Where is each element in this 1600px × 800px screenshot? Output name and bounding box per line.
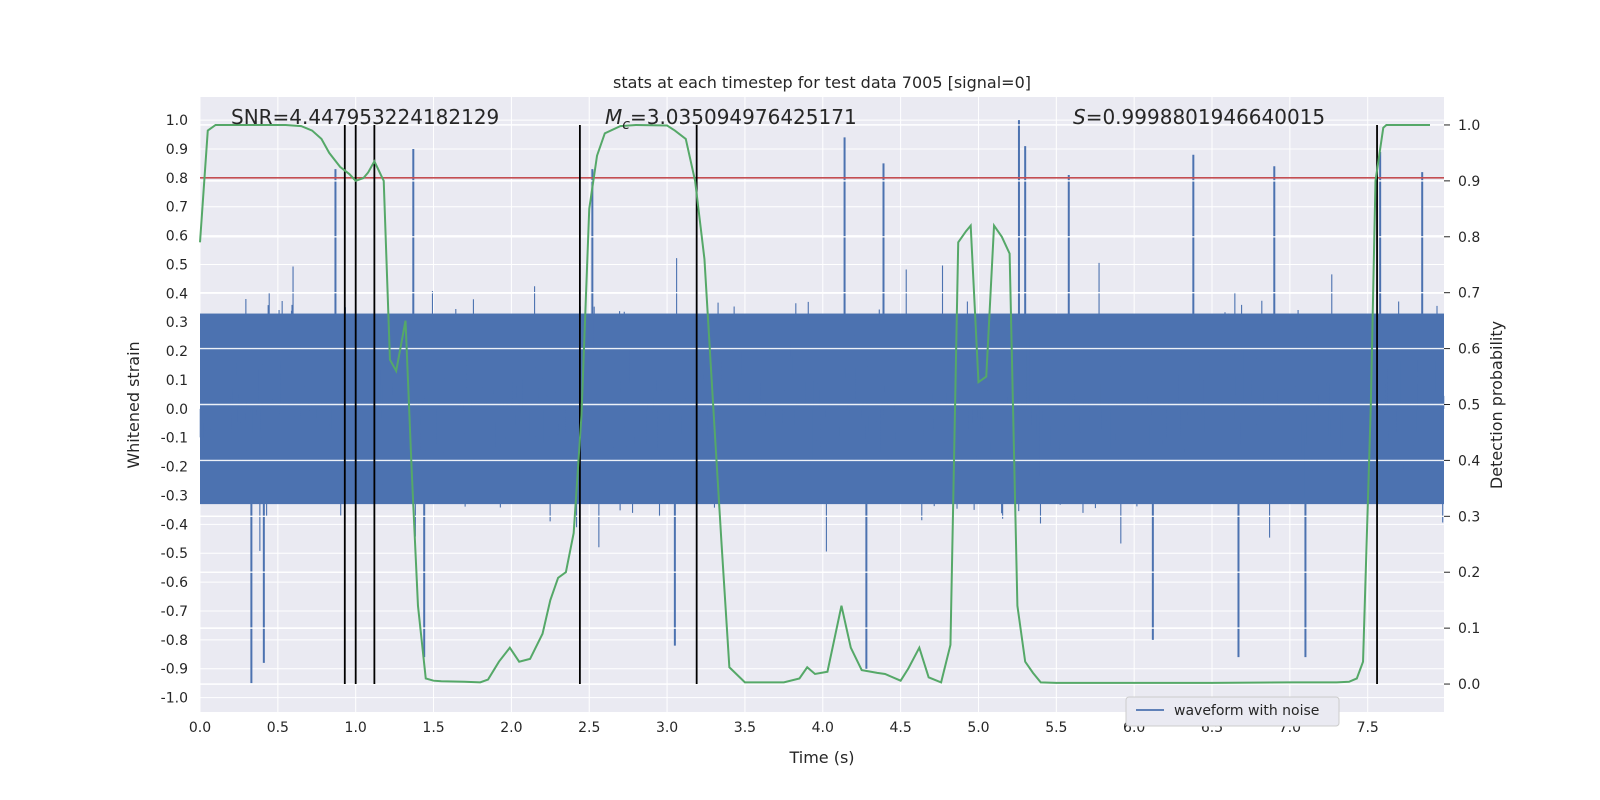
snr-annotation: SNR=4.447953224182129 [231, 105, 499, 129]
y-left-tick-label: -0.3 [161, 488, 188, 504]
y-right-tick-label: 0.1 [1458, 621, 1480, 637]
y-left-tick-label: -0.5 [161, 546, 188, 562]
y-left-tick-label: 0.3 [166, 315, 188, 331]
s-annotation: S=0.9998801946640015 [1073, 105, 1325, 129]
y-left-tick-label: -0.7 [161, 604, 188, 620]
y-right-tick-label: 0.3 [1458, 509, 1480, 525]
legend: waveform with noise [1125, 696, 1340, 727]
y-right-tick-label: 0.2 [1458, 565, 1480, 581]
y-right-tick-label: 0.7 [1458, 286, 1480, 302]
probability-series [199, 123, 1430, 684]
y-left-tick-label: 0.0 [166, 402, 188, 418]
x-tick-label: 1.5 [422, 720, 444, 736]
y-right-tick-label: 0.5 [1458, 398, 1480, 414]
x-axis-label: Time (s) [788, 748, 854, 767]
x-tick-label: 0.0 [189, 720, 211, 736]
y-right-tick-label: 0.4 [1458, 453, 1480, 469]
y-left-tick-label: 0.6 [166, 229, 188, 245]
x-tick-label: 2.0 [500, 720, 522, 736]
y-right-tick-label: 0.6 [1458, 342, 1480, 358]
left-y-axis-ticks: 1.0 0.9 0.8 0.7 0.6 0.5 0.4 0.3 0.2 0.1 0.0 -0.1 -0.… [161, 113, 188, 706]
y-left-tick-label: 0.5 [166, 257, 188, 273]
mc-subscript: c [622, 117, 630, 133]
x-tick-label: 2.5 [578, 720, 600, 736]
y-left-tick-label: -0.1 [161, 431, 188, 447]
y-right-tick-label: 0.8 [1458, 230, 1480, 246]
x-tick-label: 3.5 [734, 720, 756, 736]
left-y-axis-label: Whitened strain [124, 341, 143, 468]
y-left-tick-label: -0.8 [161, 633, 188, 649]
x-tick-label: 4.0 [812, 720, 834, 736]
x-tick-label: 5.0 [967, 720, 989, 736]
x-tick-label: 5.5 [1045, 720, 1067, 736]
y-left-tick-label: 1.0 [166, 113, 188, 129]
y-right-tick-label: 0.0 [1458, 677, 1480, 693]
x-tick-label: 0.5 [267, 720, 289, 736]
chirp-mass-annotation: Mc=3.035094976425171 [605, 105, 857, 133]
y-left-tick-label: -0.9 [161, 662, 188, 678]
legend-label: waveform with noise [1174, 703, 1319, 719]
y-right-tick-label: 0.9 [1458, 174, 1480, 190]
right-y-axis-ticks: 1.0 0.9 0.8 0.7 0.6 0.5 0.4 0.3 0.2 0.1 0.0 [1444, 118, 1480, 693]
y-left-tick-label: -0.6 [161, 575, 188, 591]
y-right-tick-label: 1.0 [1458, 118, 1480, 134]
y-left-tick-label: 0.2 [166, 344, 188, 360]
right-y-axis-label: Detection probability [1487, 321, 1506, 489]
mc-symbol: M [605, 105, 622, 129]
x-tick-label: 1.0 [345, 720, 367, 736]
y-left-tick-label: -0.4 [161, 517, 188, 533]
y-left-tick-label: 0.9 [166, 142, 188, 158]
overlay-lines [200, 124, 1444, 685]
s-symbol: S [1073, 105, 1086, 129]
s-value: =0.9998801946640015 [1086, 105, 1325, 129]
probability-line [199, 123, 1430, 684]
y-left-tick-label: 0.1 [166, 373, 188, 389]
x-tick-label: 4.5 [889, 720, 911, 736]
x-tick-label: 3.0 [656, 720, 678, 736]
x-tick-label: 7.5 [1357, 720, 1379, 736]
chart-title: stats at each timestep for test data 700… [613, 73, 1031, 92]
mc-value: =3.035094976425171 [630, 105, 857, 129]
y-left-tick-label: 0.4 [166, 286, 188, 302]
y-left-tick-label: -1.0 [161, 691, 188, 707]
legend-box [1125, 696, 1340, 727]
y-left-tick-label: 0.8 [166, 171, 188, 187]
y-left-tick-label: 0.7 [166, 200, 188, 216]
y-left-tick-label: -0.2 [161, 460, 188, 476]
